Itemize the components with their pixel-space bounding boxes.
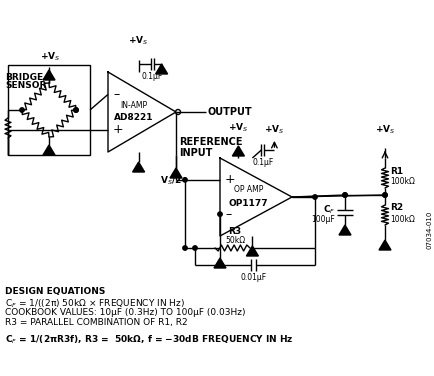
Text: +: +: [224, 173, 235, 186]
Text: IN-AMP: IN-AMP: [120, 100, 147, 109]
Polygon shape: [43, 145, 55, 155]
Polygon shape: [378, 240, 390, 250]
Text: R2: R2: [389, 203, 402, 212]
Text: 07034-010: 07034-010: [426, 211, 432, 249]
Circle shape: [20, 108, 24, 112]
Text: OP1177: OP1177: [228, 199, 268, 208]
Text: 100kΩ: 100kΩ: [389, 177, 414, 186]
Text: C$_F$ = 1/(2πR3f), R3 =  50kΩ, f = −30dB FREQUENCY IN Hz: C$_F$ = 1/(2πR3f), R3 = 50kΩ, f = −30dB …: [5, 333, 293, 346]
Circle shape: [74, 108, 78, 112]
Text: REFERENCE: REFERENCE: [178, 137, 242, 147]
Text: 100kΩ: 100kΩ: [389, 214, 414, 223]
Text: OUTPUT: OUTPUT: [207, 107, 252, 117]
Circle shape: [182, 246, 187, 250]
Text: V$_S$/2: V$_S$/2: [160, 174, 181, 187]
Text: +V$_S$: +V$_S$: [128, 35, 148, 47]
Text: –: –: [224, 208, 231, 221]
Text: –: –: [113, 88, 119, 101]
Circle shape: [342, 193, 346, 197]
Polygon shape: [43, 70, 55, 80]
Polygon shape: [155, 64, 167, 74]
Polygon shape: [232, 146, 244, 156]
Text: AD8221: AD8221: [114, 114, 153, 123]
Circle shape: [217, 212, 222, 216]
Text: BRIDGE: BRIDGE: [5, 73, 43, 82]
Text: C$_F$ = 1/((2π) 50kΩ × FREQUENCY IN Hz): C$_F$ = 1/((2π) 50kΩ × FREQUENCY IN Hz): [5, 298, 184, 311]
Text: +V$_S$: +V$_S$: [374, 123, 395, 136]
Text: +: +: [113, 123, 123, 136]
Text: C$_F$: C$_F$: [322, 204, 334, 216]
Circle shape: [74, 108, 78, 112]
Text: 50kΩ: 50kΩ: [224, 236, 244, 245]
Text: +V$_S$: +V$_S$: [39, 50, 60, 63]
Text: SENSOR: SENSOR: [5, 81, 46, 90]
Text: 0.01μF: 0.01μF: [240, 273, 266, 282]
Text: INPUT: INPUT: [178, 148, 212, 158]
Polygon shape: [246, 246, 258, 256]
Text: R3 = PARALLEL COMBINATION OF R1, R2: R3 = PARALLEL COMBINATION OF R1, R2: [5, 318, 187, 327]
Text: +V$_S$: +V$_S$: [263, 123, 284, 136]
Circle shape: [342, 193, 346, 197]
Circle shape: [312, 195, 316, 199]
Circle shape: [382, 193, 386, 197]
Circle shape: [192, 246, 197, 250]
Text: R3: R3: [228, 227, 241, 236]
Polygon shape: [338, 225, 350, 235]
Polygon shape: [170, 168, 181, 178]
Text: R1: R1: [389, 167, 402, 176]
Circle shape: [182, 177, 187, 182]
Bar: [8, 65, 90, 155]
Text: COOKBOOK VALUES: 10μF (0.3Hz) TO 100μF (0.03Hz): COOKBOOK VALUES: 10μF (0.3Hz) TO 100μF (…: [5, 308, 245, 317]
Text: +V$_S$: +V$_S$: [228, 121, 248, 134]
Text: 0.1μF: 0.1μF: [141, 72, 162, 81]
Polygon shape: [132, 162, 144, 172]
Text: 0.1μF: 0.1μF: [252, 158, 273, 167]
Text: 100μF: 100μF: [311, 215, 334, 224]
Text: OP AMP: OP AMP: [233, 185, 263, 194]
Circle shape: [382, 193, 386, 197]
Text: DESIGN EQUATIONS: DESIGN EQUATIONS: [5, 287, 105, 296]
Polygon shape: [214, 258, 226, 268]
